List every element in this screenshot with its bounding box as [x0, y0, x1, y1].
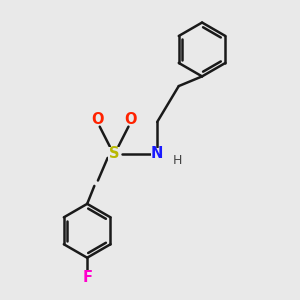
- Text: F: F: [82, 270, 92, 285]
- Text: H: H: [173, 154, 182, 166]
- FancyBboxPatch shape: [82, 272, 92, 283]
- FancyBboxPatch shape: [152, 148, 163, 159]
- Text: O: O: [92, 112, 104, 127]
- Text: O: O: [124, 112, 136, 127]
- Text: S: S: [109, 146, 119, 161]
- Text: N: N: [151, 146, 164, 161]
- FancyBboxPatch shape: [92, 114, 104, 125]
- FancyBboxPatch shape: [108, 148, 120, 160]
- FancyBboxPatch shape: [124, 114, 136, 125]
